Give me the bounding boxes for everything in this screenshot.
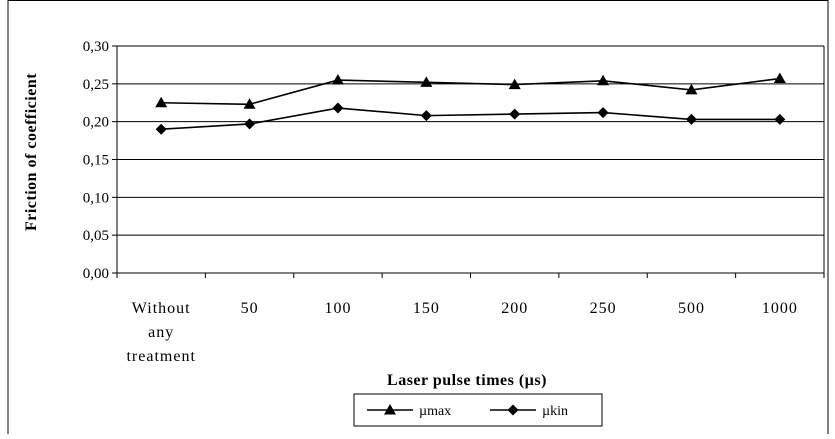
x-tick-label: 150 bbox=[413, 300, 440, 317]
y-tick-label: 0,15 bbox=[83, 153, 109, 169]
y-tick-label: 0,20 bbox=[83, 115, 109, 131]
data-point-diamond bbox=[332, 102, 344, 114]
data-point-triangle bbox=[420, 76, 433, 87]
x-tick-label: 250 bbox=[590, 300, 617, 317]
series-line-diamond bbox=[161, 107, 780, 131]
x-tick-label: Without any treatment bbox=[126, 300, 195, 365]
series bbox=[155, 72, 786, 135]
legend-label-diamond: µkin bbox=[542, 404, 568, 419]
legend-marker-triangle bbox=[384, 404, 396, 415]
x-tick-label: 100 bbox=[324, 300, 351, 317]
x-tick-label: 500 bbox=[678, 300, 705, 317]
legend-label-triangle: µmax bbox=[419, 404, 451, 419]
data-point-diamond bbox=[774, 113, 786, 125]
x-tick-label: 1000 bbox=[762, 300, 798, 317]
data-point-triangle bbox=[773, 72, 786, 84]
data-point-triangle bbox=[243, 98, 256, 109]
data-point-diamond bbox=[420, 110, 432, 122]
legend: µmax µkin bbox=[353, 393, 603, 427]
grid bbox=[117, 45, 824, 274]
x-axis-title: Laser pulse times (µs) bbox=[387, 372, 547, 389]
y-tick-label: 0,05 bbox=[83, 228, 109, 244]
y-tick-label: 0,30 bbox=[83, 39, 109, 55]
series-line-triangle bbox=[161, 77, 780, 106]
y-tick-label: 0,10 bbox=[83, 190, 109, 206]
y-tick-label: 0,00 bbox=[83, 266, 109, 282]
data-point-triangle bbox=[155, 96, 168, 108]
y-axis-title: Friction of coefficient bbox=[23, 73, 40, 231]
y-tick-label: 0,25 bbox=[83, 77, 109, 93]
data-point-diamond bbox=[509, 108, 521, 120]
y-tick-labels: 0,00 0,05 0,10 0,15 0,20 0,25 0,30 bbox=[83, 39, 109, 282]
data-point-diamond bbox=[597, 107, 609, 119]
data-point-diamond bbox=[244, 118, 256, 130]
data-point-diamond bbox=[155, 123, 167, 135]
x-tick-labels: Without any treatment 50 100 150 200 250 500 1000 bbox=[126, 300, 798, 365]
axes bbox=[112, 45, 825, 278]
data-point-triangle bbox=[331, 74, 344, 85]
legend-marker-diamond bbox=[507, 404, 519, 416]
x-tick-label: 200 bbox=[501, 300, 528, 317]
data-point-diamond bbox=[685, 113, 697, 125]
data-point-triangle bbox=[508, 78, 521, 90]
data-point-triangle bbox=[685, 83, 698, 95]
data-point-triangle bbox=[597, 74, 610, 86]
x-tick-label: 50 bbox=[241, 300, 259, 317]
